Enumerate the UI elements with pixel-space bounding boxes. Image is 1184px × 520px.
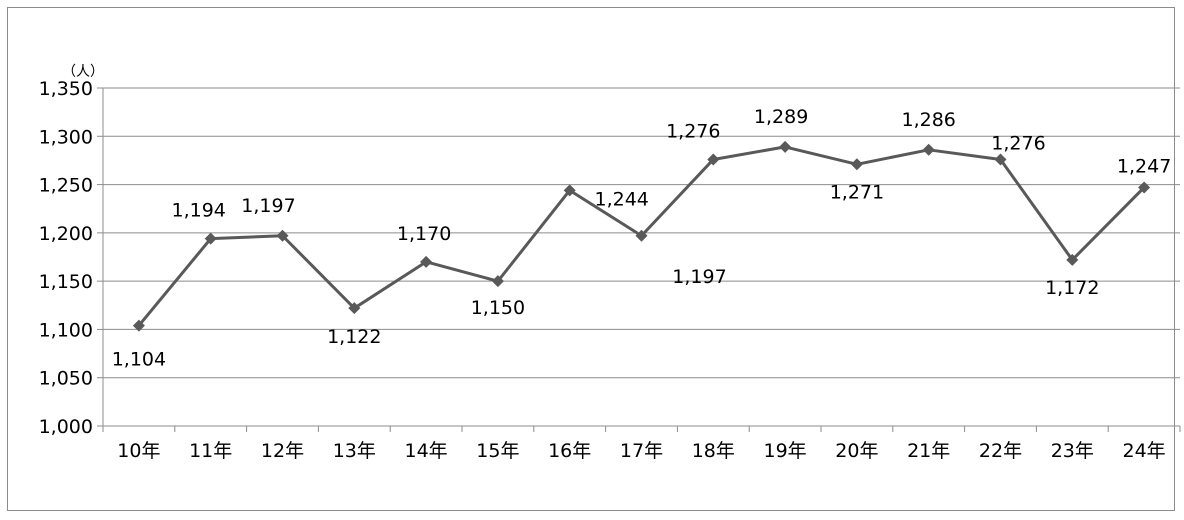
data-point-marker: [563, 184, 576, 197]
data-point-marker: [707, 153, 720, 166]
data-label: 1,286: [901, 109, 955, 131]
x-tick-label: 23年: [1051, 440, 1094, 462]
y-tick-label: 1,000: [39, 416, 93, 438]
data-point-marker: [779, 140, 792, 153]
x-tick-label: 13年: [333, 440, 376, 462]
chart-frame: [7, 7, 1175, 511]
data-label: 1,197: [672, 266, 726, 288]
data-point-marker: [922, 143, 935, 156]
data-label: 1,276: [991, 132, 1045, 154]
y-tick-label: 1,200: [39, 223, 93, 245]
x-tick-label: 18年: [692, 440, 735, 462]
x-tick-labels: 10年 11年 12年 13年 14年 15年 16年 17年 18年 19年 20年 21年 22年 2…: [117, 440, 1165, 462]
x-tick-label: 15年: [476, 440, 519, 462]
x-tick-label: 19年: [764, 440, 807, 462]
data-label: 1,197: [241, 195, 295, 217]
data-point-marker: [132, 319, 145, 332]
y-tick-label: 1,250: [39, 175, 93, 197]
data-label: 1,271: [830, 181, 884, 203]
data-point-marker: [348, 302, 361, 315]
y-tick-label: 1,300: [39, 126, 93, 148]
data-point-marker: [276, 229, 289, 242]
data-label: 1,150: [471, 297, 525, 319]
x-tick-label: 21年: [907, 440, 950, 462]
data-point-marker: [994, 153, 1007, 166]
data-label: 1,104: [112, 349, 166, 371]
data-label: 1,172: [1045, 277, 1099, 299]
data-point-marker: [1138, 181, 1151, 194]
data-point-marker: [491, 275, 504, 288]
data-label: 1,276: [666, 120, 720, 142]
gridlines: [103, 87, 1180, 379]
data-label: 1,170: [397, 223, 451, 245]
x-tick-label: 17年: [620, 440, 663, 462]
x-tick-label: 12年: [261, 440, 304, 462]
data-point-marker: [850, 158, 863, 171]
x-tick-label: 11年: [189, 440, 232, 462]
axes: [97, 87, 1181, 432]
data-point-marker: [420, 255, 433, 268]
x-tick-label: 14年: [405, 440, 448, 462]
y-tick-label: 1,350: [39, 78, 93, 100]
x-tick-label: 10年: [117, 440, 160, 462]
data-label: 1,122: [327, 326, 381, 348]
y-tick-label: 1,100: [39, 319, 93, 341]
data-point-marker: [1066, 253, 1079, 266]
y-tick-labels: 1,000 1,050 1,100 1,150 1,200 1,250 1,300 1,350: [39, 78, 93, 438]
y-tick-label: 1,050: [39, 368, 93, 390]
x-tick-label: 22年: [979, 440, 1022, 462]
data-labels: 1,104 1,194 1,197 1,122 1,170 1,150 1,244 1,197…: [112, 106, 1172, 371]
y-tick-label: 1,150: [39, 271, 93, 293]
x-tick-label: 16年: [548, 440, 591, 462]
data-point-marker: [635, 229, 648, 242]
data-label: 1,194: [171, 200, 225, 222]
data-markers: [132, 140, 1151, 332]
y-axis-unit-label: （人）: [62, 64, 104, 80]
x-tick-label: 20年: [835, 440, 878, 462]
data-label: 1,289: [754, 106, 808, 128]
x-tick-label: 24年: [1123, 440, 1166, 462]
data-label: 1,244: [594, 188, 648, 210]
data-point-marker: [204, 232, 217, 245]
data-label: 1,247: [1117, 155, 1171, 177]
